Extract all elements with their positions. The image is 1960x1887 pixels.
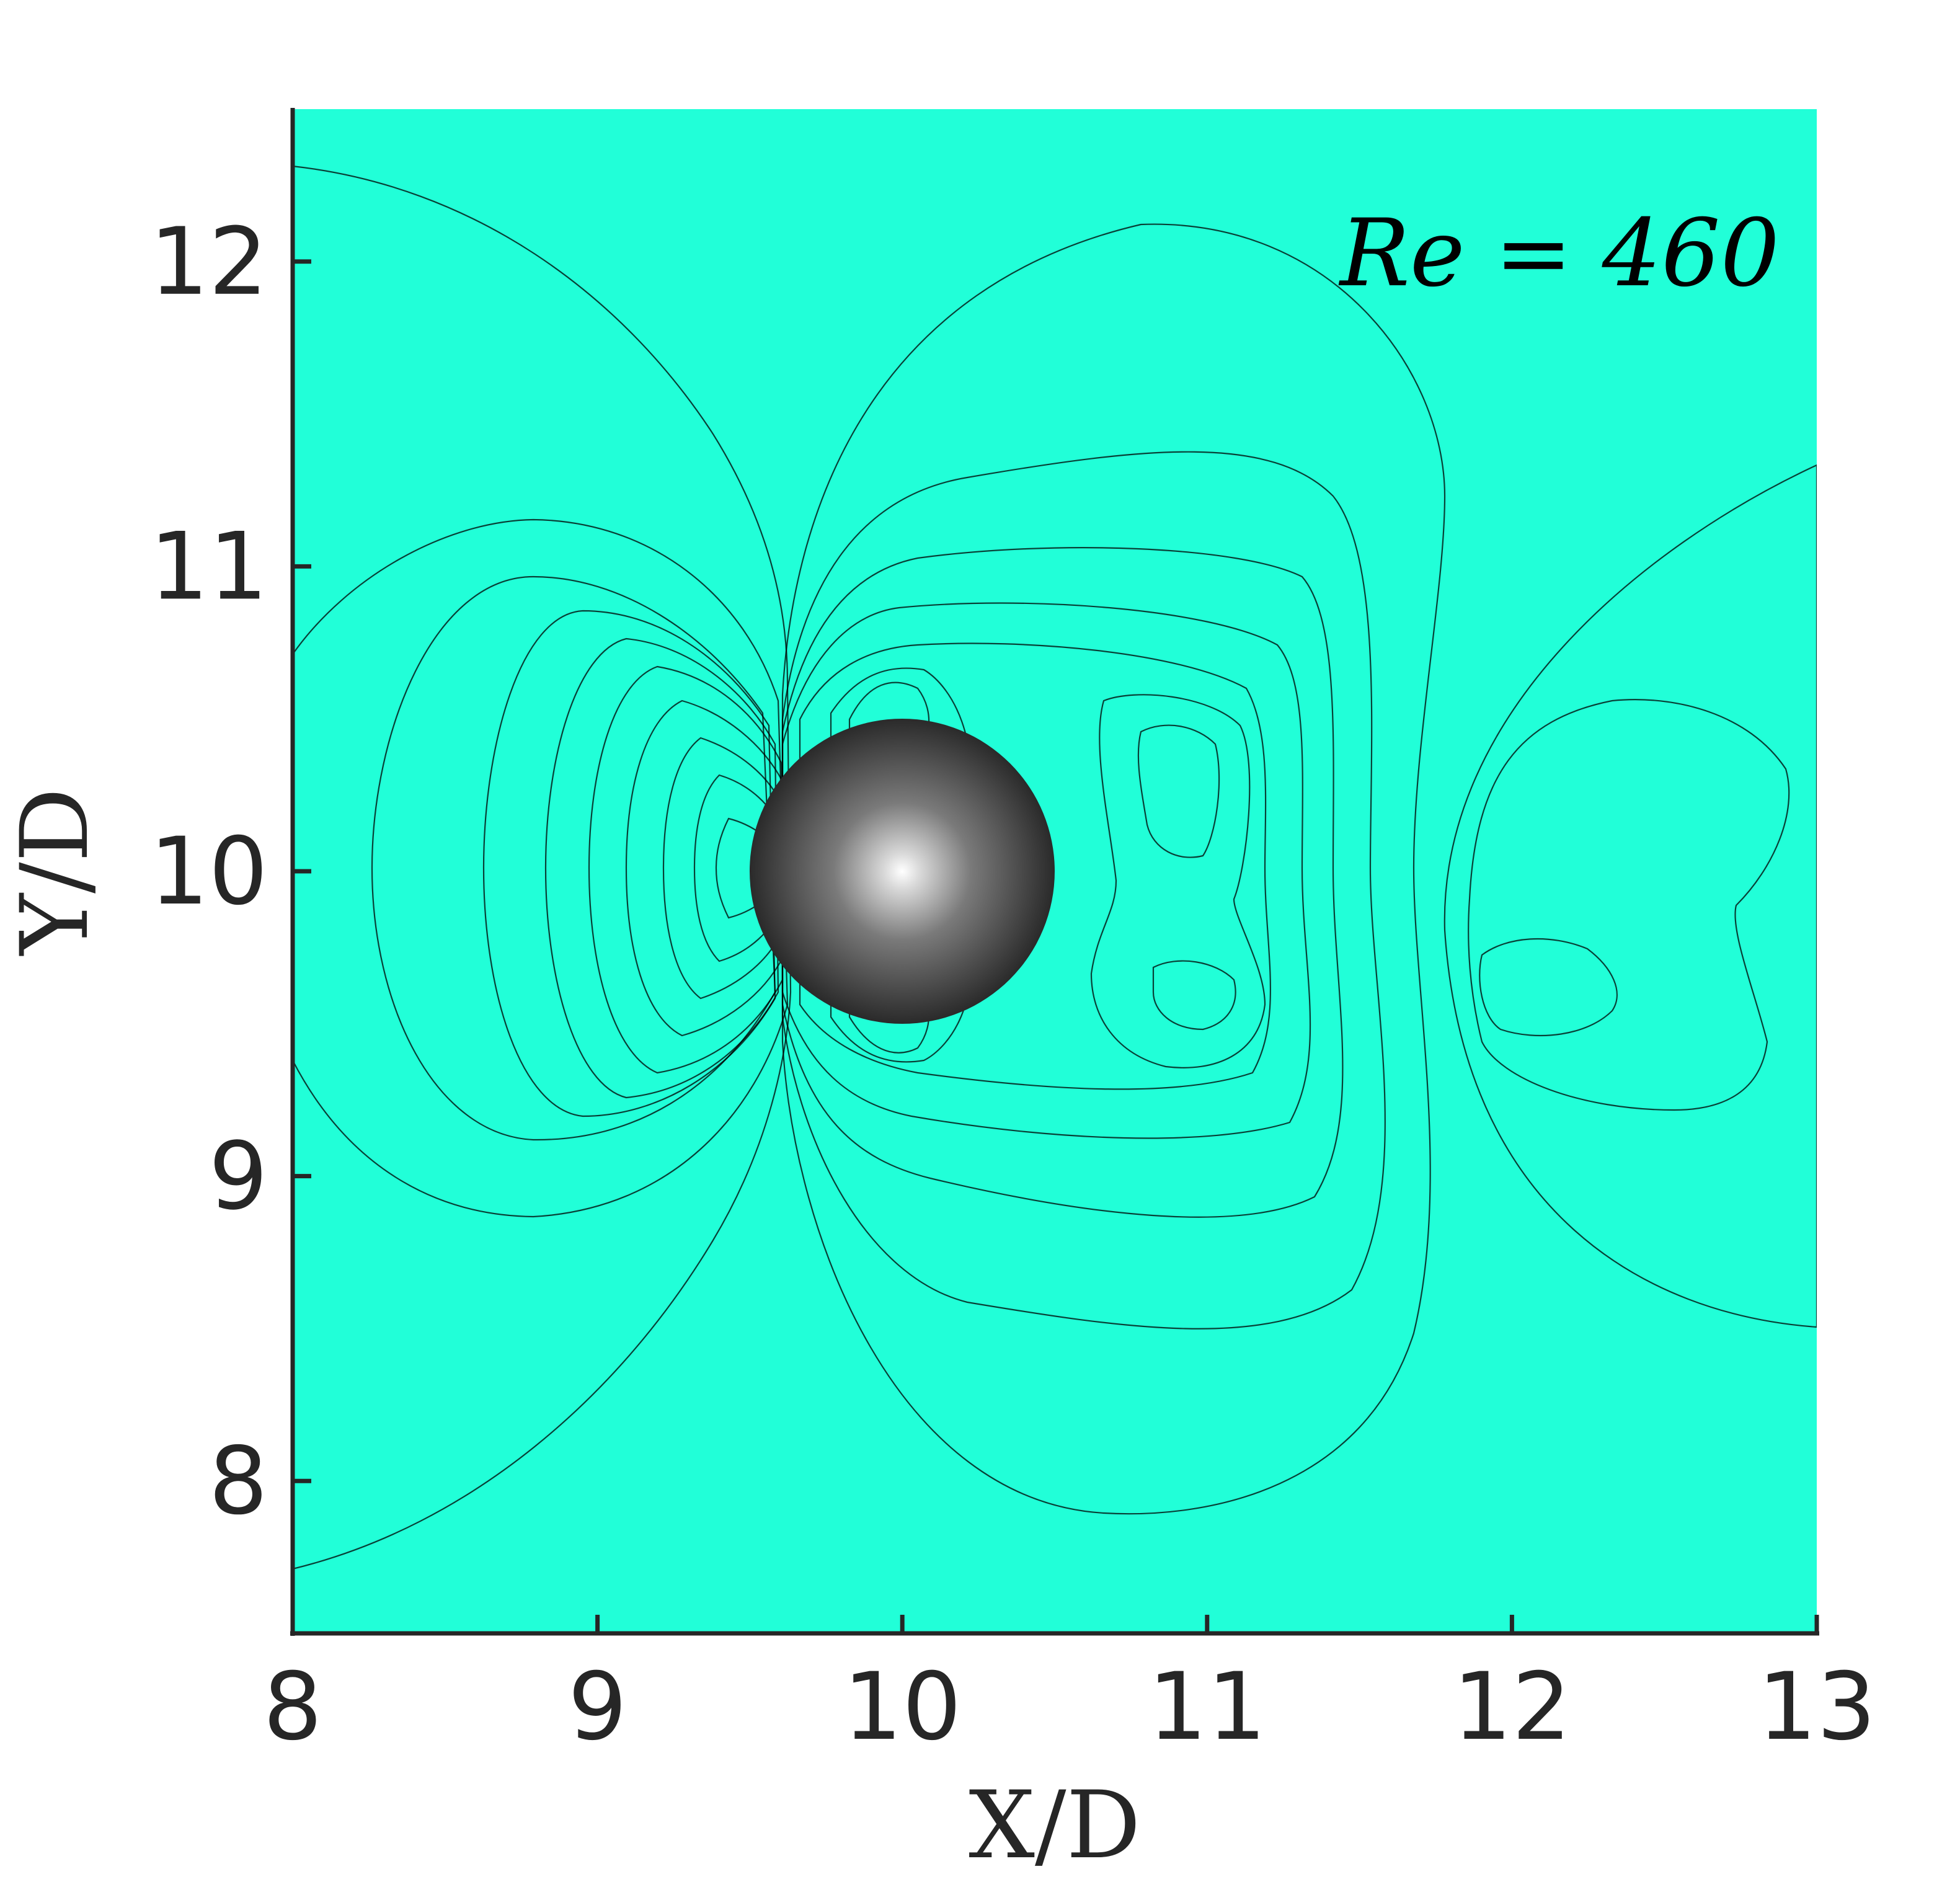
contour-region-wake-core — [1090, 694, 1266, 1068]
contour-region-wake-min — [1152, 960, 1236, 1031]
sphere — [750, 719, 1055, 1024]
x-axis-title: X/D — [969, 1772, 1141, 1880]
y-tick-label-1: 9 — [209, 1123, 268, 1231]
contour-region-upstream-7 — [625, 699, 784, 1037]
contour-region-downstream-3 — [781, 547, 1344, 1218]
contour-region-downstream-5 — [799, 642, 1271, 1090]
contour-region-upstream-8 — [662, 737, 784, 1000]
contour-region-far-2 — [1468, 699, 1790, 1111]
contour-region-core-upper — [1137, 724, 1220, 858]
x-tick-label-3: 11 — [1148, 1653, 1266, 1761]
y-axis-title: Y/D — [1, 788, 109, 956]
contour-region-upstream-outer — [293, 165, 792, 1570]
contour-region-upstream-3 — [371, 575, 776, 1141]
contour-region-upstream-4 — [482, 610, 776, 1117]
y-tick-label-3: 11 — [149, 513, 268, 621]
y-tick-label-2: 10 — [149, 818, 268, 926]
x-tick-label-1: 9 — [568, 1653, 627, 1761]
y-tick-label-4: 12 — [149, 208, 268, 316]
contour-region-far-outer — [1443, 464, 1817, 1328]
contour-region-far-peak — [1479, 938, 1618, 1037]
x-tick-label-2: 10 — [843, 1653, 962, 1761]
y-tick-label-0: 8 — [209, 1427, 268, 1535]
contour-region-upstream-5 — [544, 637, 779, 1099]
contour-region-downstream-4 — [781, 602, 1311, 1139]
x-tick-label-5: 13 — [1758, 1653, 1876, 1761]
contour-region-downstream-outer — [781, 223, 1446, 1515]
reynolds-annotation: Re = 460 — [1338, 200, 1780, 308]
x-tick-label-4: 12 — [1453, 1653, 1571, 1761]
contour-region-upstream-6 — [588, 665, 784, 1074]
contour-region-downstream-2 — [781, 451, 1386, 1330]
ticks: 8 9 10 11 12 13 8 9 10 11 12 — [149, 208, 1876, 1761]
x-tick-label-0: 8 — [263, 1653, 322, 1761]
